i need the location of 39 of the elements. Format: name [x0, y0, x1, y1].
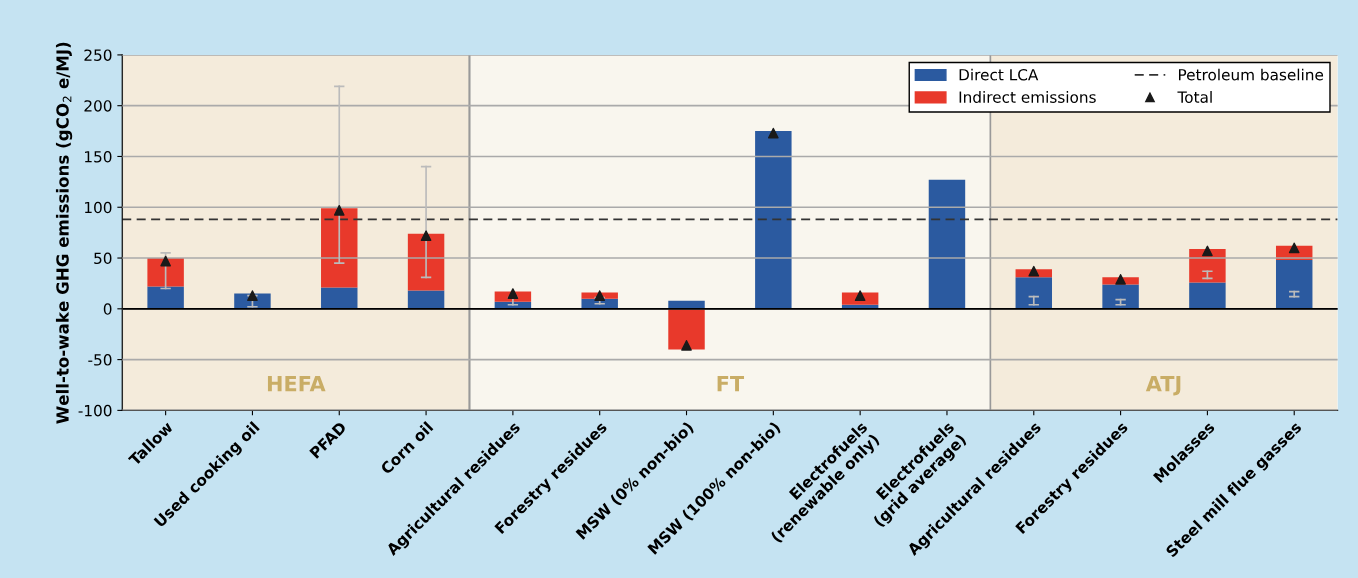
- y-axis-title: Well-to-wake GHG emissions (gCO$_{2}$ e/MJ): [55, 42, 73, 424]
- y-tick-label: 50: [94, 252, 112, 265]
- bar: [1102, 284, 1139, 309]
- point: [507, 288, 519, 299]
- y-tick-label: 150: [85, 150, 112, 163]
- bar: [321, 208, 358, 288]
- band-label: HEFA: [267, 376, 326, 392]
- bar: [668, 308, 705, 350]
- bar: [1189, 282, 1226, 309]
- point: [1115, 274, 1126, 285]
- point: [594, 290, 606, 301]
- y-tick-label: 100: [85, 201, 112, 214]
- point: [1202, 245, 1213, 257]
- point: [681, 340, 692, 351]
- point: [333, 204, 345, 216]
- point: [1028, 265, 1040, 277]
- y-tick-label: 200: [84, 100, 112, 112]
- legend-label: Indirect emissions: [959, 91, 1096, 103]
- y-tick-label: -100: [78, 404, 112, 417]
- y-tick-label: -50: [88, 354, 112, 366]
- bar: [928, 179, 966, 309]
- y-tick-label: 0: [103, 303, 112, 315]
- bar: [407, 290, 445, 309]
- bar: [147, 286, 184, 309]
- legend-label: Direct LCA: [959, 68, 1039, 81]
- point: [420, 230, 432, 242]
- point: [160, 255, 171, 267]
- bar: [1015, 277, 1053, 309]
- annotation: ATJ: [1145, 376, 1181, 396]
- point: [767, 127, 779, 139]
- y-tick-label: 250: [84, 49, 112, 61]
- legend-label: Petroleum baseline: [1178, 68, 1324, 81]
- bar: [1189, 248, 1226, 283]
- bar: [1275, 260, 1313, 309]
- legend-label: Total: [1177, 91, 1212, 103]
- bar: [321, 287, 358, 309]
- band-label: FT: [717, 376, 745, 392]
- bar: [407, 233, 445, 291]
- bar: [755, 131, 792, 309]
